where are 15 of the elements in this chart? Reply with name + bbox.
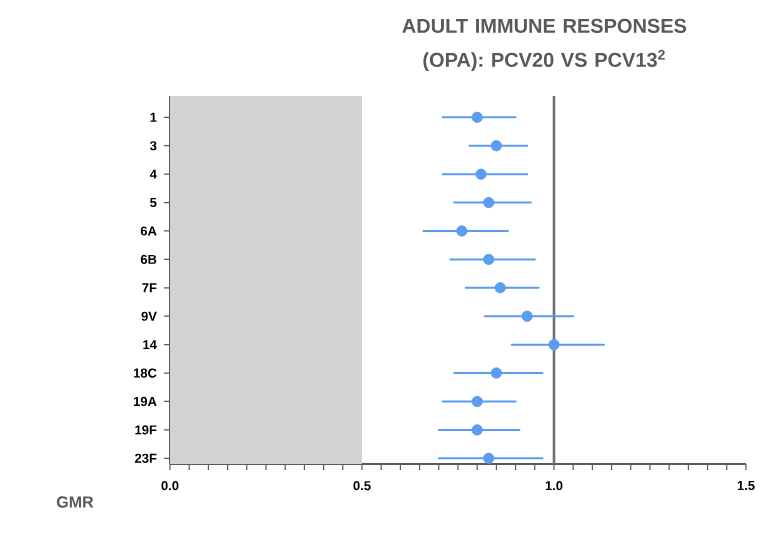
point xyxy=(471,395,483,408)
point xyxy=(483,196,495,209)
point xyxy=(494,282,506,294)
point xyxy=(483,452,495,464)
point xyxy=(490,140,502,152)
point xyxy=(471,111,483,123)
point xyxy=(548,339,560,351)
chart-title: ADULT IMMUNE RESPONSES (OPA): PCV20 VS PCV13$^{2}$ xyxy=(402,18,687,71)
point xyxy=(456,225,468,237)
point xyxy=(490,367,502,379)
point xyxy=(521,310,533,322)
x-axis-title: GMR xyxy=(56,496,94,508)
point xyxy=(475,168,487,180)
point xyxy=(483,253,495,265)
point xyxy=(471,424,483,436)
